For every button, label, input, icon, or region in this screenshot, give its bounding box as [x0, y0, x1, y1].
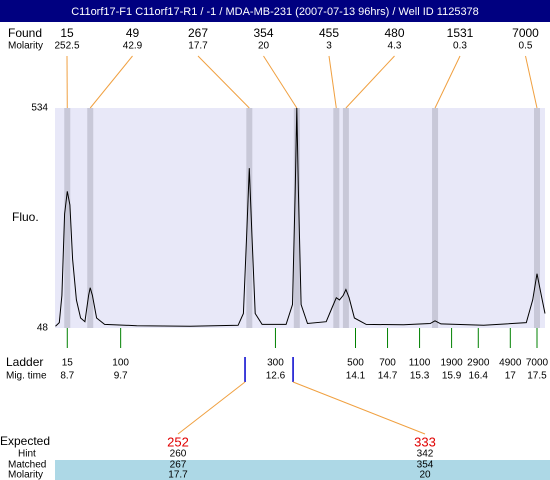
peak-connector — [328, 55, 337, 109]
hint-label: Hint — [18, 449, 36, 460]
expected-connector — [292, 381, 426, 435]
ladder-size: 7000 — [526, 358, 549, 369]
peak-band — [64, 108, 71, 328]
matched-value: 267 — [170, 460, 187, 471]
matched-label: Matched — [8, 460, 46, 471]
matched-band — [55, 460, 550, 480]
molarity-label: Molarity — [8, 470, 43, 480]
peak-connector — [345, 55, 395, 109]
found-size: 455 — [319, 26, 339, 40]
peak-connector — [197, 55, 250, 109]
ladder-size: 2900 — [467, 358, 490, 369]
found-size: 15 — [60, 26, 74, 40]
plot-area — [55, 108, 545, 328]
found-molarity: 252.5 — [54, 41, 79, 52]
matched-molarity: 20 — [419, 470, 431, 480]
found-molarity: 17.7 — [188, 41, 208, 52]
ladder-label: Ladder — [6, 355, 43, 369]
mig-time-label: Mig. time — [6, 371, 47, 382]
found-size: 49 — [126, 26, 140, 40]
peak-band — [333, 108, 340, 328]
trace — [55, 107, 546, 327]
found-size: 7000 — [512, 26, 539, 40]
ladder-time: 17.5 — [527, 371, 547, 382]
expected-label: Expected — [0, 434, 50, 448]
ladder-size: 300 — [267, 358, 284, 369]
ladder-time: 8.7 — [60, 371, 74, 382]
ladder-size: 15 — [62, 358, 74, 369]
expected-connector — [177, 381, 246, 435]
found-molarity: 4.3 — [388, 41, 402, 52]
y-tick-label: 48 — [37, 323, 49, 334]
ladder-time: 16.4 — [469, 371, 489, 382]
found-molarity: 42.9 — [123, 41, 143, 52]
matched-value: 354 — [417, 460, 434, 471]
peak-band — [533, 108, 540, 328]
peak-band — [342, 108, 349, 328]
ladder-size: 1900 — [440, 358, 463, 369]
ladder-time: 15.9 — [442, 371, 462, 382]
ladder-time: 15.3 — [410, 371, 430, 382]
peak-band — [246, 108, 253, 328]
hint-value: 260 — [170, 449, 187, 460]
found-molarity: 0.3 — [453, 41, 467, 52]
peak-connector — [434, 55, 461, 109]
ladder-time: 14.7 — [378, 371, 398, 382]
expected-value: 333 — [414, 434, 436, 449]
peak-band — [293, 108, 300, 328]
found-molarity-label: Molarity — [8, 41, 43, 52]
ladder-size: 100 — [112, 358, 129, 369]
matched-molarity: 17.7 — [168, 470, 188, 480]
found-size: 267 — [188, 26, 208, 40]
title-bar — [0, 0, 550, 22]
peak-connector — [89, 55, 133, 109]
ladder-time: 9.7 — [114, 371, 128, 382]
peak-band — [432, 108, 439, 328]
found-size: 354 — [253, 26, 273, 40]
ladder-size: 500 — [347, 358, 364, 369]
title: C11orf17-F1 C11orf17-R1 / -1 / MDA-MB-23… — [71, 6, 479, 18]
found-size: 1531 — [447, 26, 474, 40]
peak-connector — [263, 55, 298, 109]
y-tick-label: 534 — [31, 103, 48, 114]
ladder-time: 14.1 — [346, 371, 366, 382]
ladder-size: 4900 — [499, 358, 522, 369]
found-molarity: 20 — [258, 41, 270, 52]
peak-connector — [525, 55, 538, 109]
expected-value: 252 — [167, 434, 189, 449]
found-size: 480 — [384, 26, 404, 40]
ladder-size: 1100 — [409, 358, 431, 369]
ladder-time: 17 — [505, 371, 517, 382]
ladder-time: 12.6 — [266, 371, 286, 382]
found-molarity: 3 — [326, 41, 332, 52]
y-axis-label: Fluo. — [12, 210, 39, 224]
peak-band — [87, 108, 94, 328]
found-label: Found — [8, 26, 42, 40]
ladder-size: 700 — [379, 358, 396, 369]
found-molarity: 0.5 — [519, 41, 533, 52]
hint-value: 342 — [417, 449, 434, 460]
